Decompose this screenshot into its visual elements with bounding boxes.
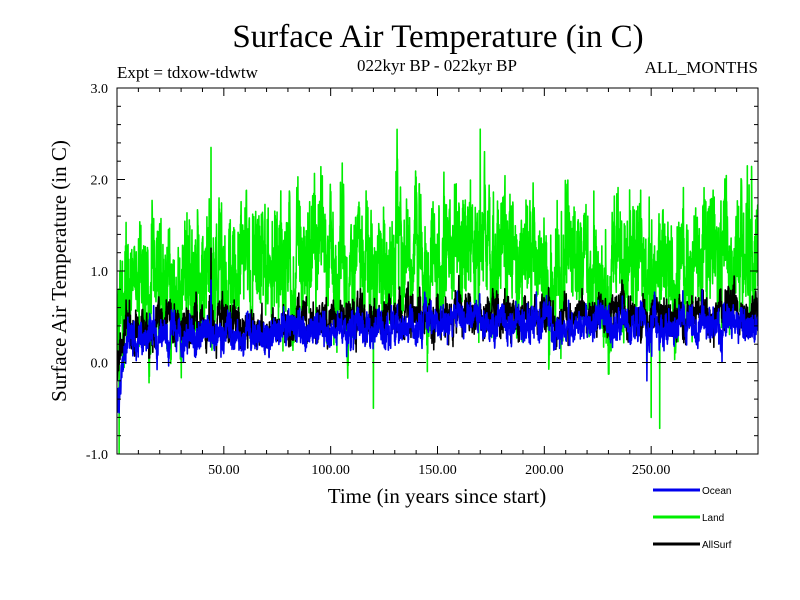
months-label: ALL_MONTHS [645,58,758,77]
y-tick-label: 2.0 [91,174,109,189]
legend: Ocean Land AllSurf [653,486,732,551]
x-tick-label: 150.00 [418,463,457,478]
period-label: 022kyr BP - 022kyr BP [357,56,517,75]
x-tick-label: 250.00 [632,463,671,478]
chart-title: Surface Air Temperature (in C) [232,19,643,55]
legend-label-ocean: Ocean [702,486,731,497]
axis-ticks: 50.00 100.00 150.00 200.00 250.00 -1.0 0.0 1.0 2… [86,82,758,478]
x-tick-label: 50.00 [208,463,240,478]
experiment-label: Expt = tdxow-tdwtw [117,63,259,82]
y-axis-label: Surface Air Temperature (in C) [47,140,71,402]
y-tick-label: 1.0 [91,265,109,280]
x-tick-label: 200.00 [525,463,564,478]
series-layer [117,128,758,454]
x-tick-label: 100.00 [311,463,350,478]
y-tick-label: 3.0 [91,82,109,97]
legend-label-land: Land [702,513,724,524]
legend-label-allsurf: AllSurf [702,540,732,551]
y-tick-label: -1.0 [86,448,108,463]
x-axis-label: Time (in years since start) [328,484,547,508]
series-line-land [117,128,758,454]
series-line-ocean [117,279,758,414]
y-tick-label: 0.0 [91,357,109,372]
